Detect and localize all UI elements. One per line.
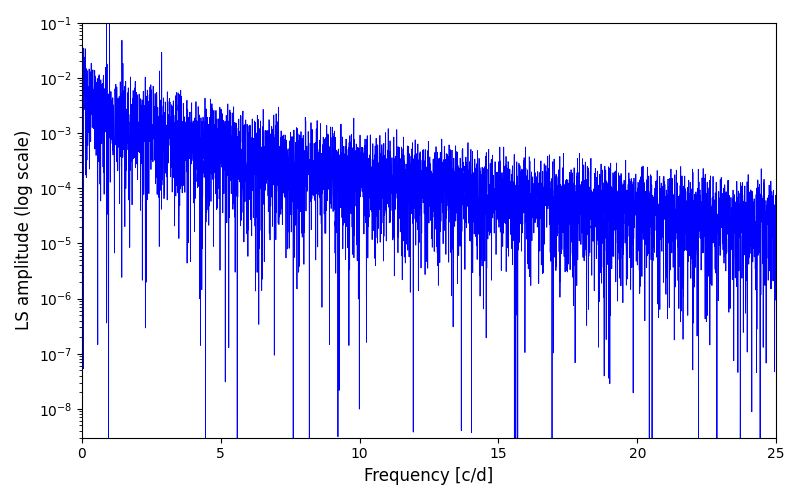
Y-axis label: LS amplitude (log scale): LS amplitude (log scale)	[15, 130, 33, 330]
X-axis label: Frequency [c/d]: Frequency [c/d]	[364, 467, 494, 485]
